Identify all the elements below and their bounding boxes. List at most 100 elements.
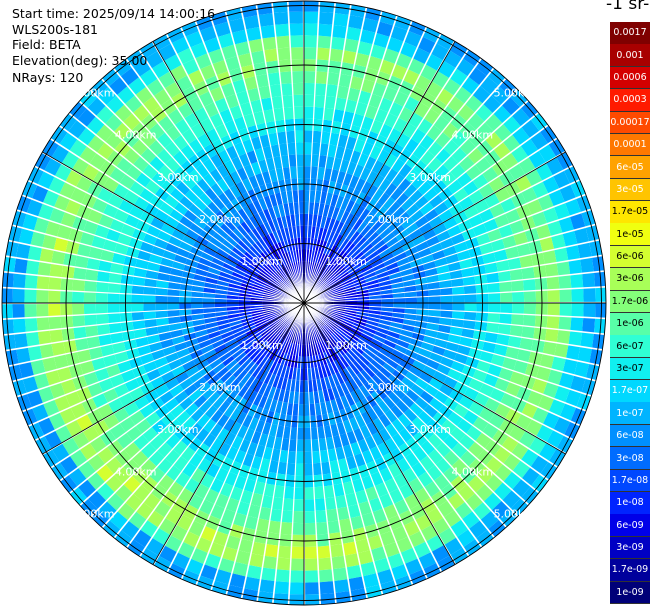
range-gate-cell	[370, 258, 384, 268]
range-gate-cell	[228, 378, 241, 391]
range-label: 2.00km	[199, 213, 241, 226]
range-gate-cell	[329, 132, 340, 146]
range-gate-cell	[250, 161, 262, 176]
range-gate-cell	[296, 439, 304, 452]
range-gate-cell	[523, 314, 536, 327]
range-gate-cell	[250, 99, 263, 114]
range-gate-cell	[314, 278, 323, 290]
range-gate-cell	[42, 357, 57, 373]
range-gate-cell	[262, 208, 272, 222]
range-gate-cell	[296, 154, 304, 167]
range-gate-cell	[338, 458, 349, 472]
range-gate-cell	[120, 67, 139, 86]
range-gate-cell	[3, 334, 17, 351]
range-gate-cell	[499, 313, 512, 324]
range-gate-cell	[595, 287, 606, 302]
nrays-text: NRays: 120	[12, 70, 84, 85]
range-gate-cell	[320, 377, 328, 391]
range-gate-cell	[132, 156, 149, 172]
range-gate-cell	[280, 365, 288, 378]
range-gate-cell	[396, 211, 411, 224]
range-gate-cell	[335, 397, 345, 411]
range-gate-cell	[395, 53, 412, 69]
range-gate-cell	[204, 187, 218, 202]
range-gate-cell	[384, 437, 398, 453]
range-gate-cell	[175, 471, 191, 488]
range-gate-cell	[260, 458, 271, 472]
range-gate-cell	[510, 498, 529, 516]
range-gate-cell	[314, 95, 325, 108]
ray-separator	[303, 224, 596, 304]
range-gate-cell	[285, 329, 292, 342]
range-gate-cell	[280, 228, 287, 241]
range-gate-cell	[57, 367, 72, 383]
range-gate-cell	[209, 86, 225, 102]
range-gate-cell	[415, 353, 430, 365]
ray-separator	[303, 302, 529, 506]
range-gate-cell	[210, 11, 228, 26]
range-gate-cell	[428, 215, 443, 229]
colorbar-label: 6e-08	[616, 430, 644, 442]
range-gate-cell	[288, 154, 297, 167]
range-gate-cell	[419, 390, 434, 404]
range-gate-cell	[344, 99, 358, 114]
range-gate-cell	[143, 295, 156, 303]
range-gate-cell	[140, 442, 157, 459]
range-gate-cell	[224, 404, 236, 418]
range-gate-cell	[429, 377, 444, 390]
range-gate-cell	[501, 96, 520, 116]
range-gate-cell	[512, 478, 531, 498]
range-gate-cell	[436, 331, 450, 341]
range-gate-cell	[38, 386, 55, 404]
range-gate-cell	[593, 271, 606, 287]
range-gate-cell	[345, 393, 356, 407]
range-gate-cell	[331, 288, 344, 294]
range-gate-cell	[257, 591, 274, 604]
range-gate-cell	[532, 378, 548, 394]
range-gate-cell	[398, 262, 412, 272]
ray-separator	[303, 255, 603, 304]
range-gate-cell	[270, 508, 283, 522]
range-gate-cell	[217, 275, 231, 283]
range-gate-cell	[119, 417, 136, 433]
range-gate-cell	[27, 245, 42, 262]
range-gate-cell	[360, 369, 372, 382]
range-gate-cell	[90, 79, 109, 97]
range-gate-cell	[196, 413, 211, 428]
range-gate-cell	[297, 332, 301, 345]
range-gate-cell	[262, 294, 275, 299]
range-gate-cell	[242, 205, 254, 219]
ray-separator	[210, 15, 305, 304]
colorbar-step: 3e-08	[610, 447, 650, 470]
range-gate-cell	[188, 389, 203, 403]
range-gate-cell	[87, 97, 106, 116]
range-gate-cell	[460, 450, 477, 467]
range-gate-cell	[247, 202, 258, 216]
range-gate-cell	[355, 538, 371, 554]
range-gate-cell	[466, 425, 483, 441]
range-gate-cell	[343, 419, 354, 433]
range-gate-cell	[344, 212, 355, 226]
range-gate-cell	[322, 325, 332, 336]
range-gate-cell	[317, 265, 325, 278]
range-gate-cell	[304, 47, 317, 60]
range-gate-cell	[320, 131, 331, 145]
range-gate-cell	[531, 211, 548, 227]
range-gate-cell	[325, 273, 335, 284]
range-gate-cell	[536, 223, 551, 239]
range-gate-cell	[352, 218, 364, 231]
range-gate-cell	[317, 545, 331, 559]
range-gate-cell	[385, 334, 399, 344]
range-gate-cell	[374, 330, 388, 339]
range-gate-cell	[390, 25, 408, 42]
range-gate-cell	[345, 492, 358, 507]
range-gate-cell	[383, 504, 399, 520]
range-gate-cell	[271, 275, 282, 285]
range-gate-cell	[283, 265, 291, 278]
ray-separator	[240, 302, 305, 599]
colorbar-label: 1e-07	[616, 407, 644, 419]
range-gate-cell	[339, 355, 350, 368]
range-label: 5.00km	[494, 507, 536, 520]
range-gate-cell	[442, 122, 459, 139]
range-gate-cell	[39, 248, 54, 263]
